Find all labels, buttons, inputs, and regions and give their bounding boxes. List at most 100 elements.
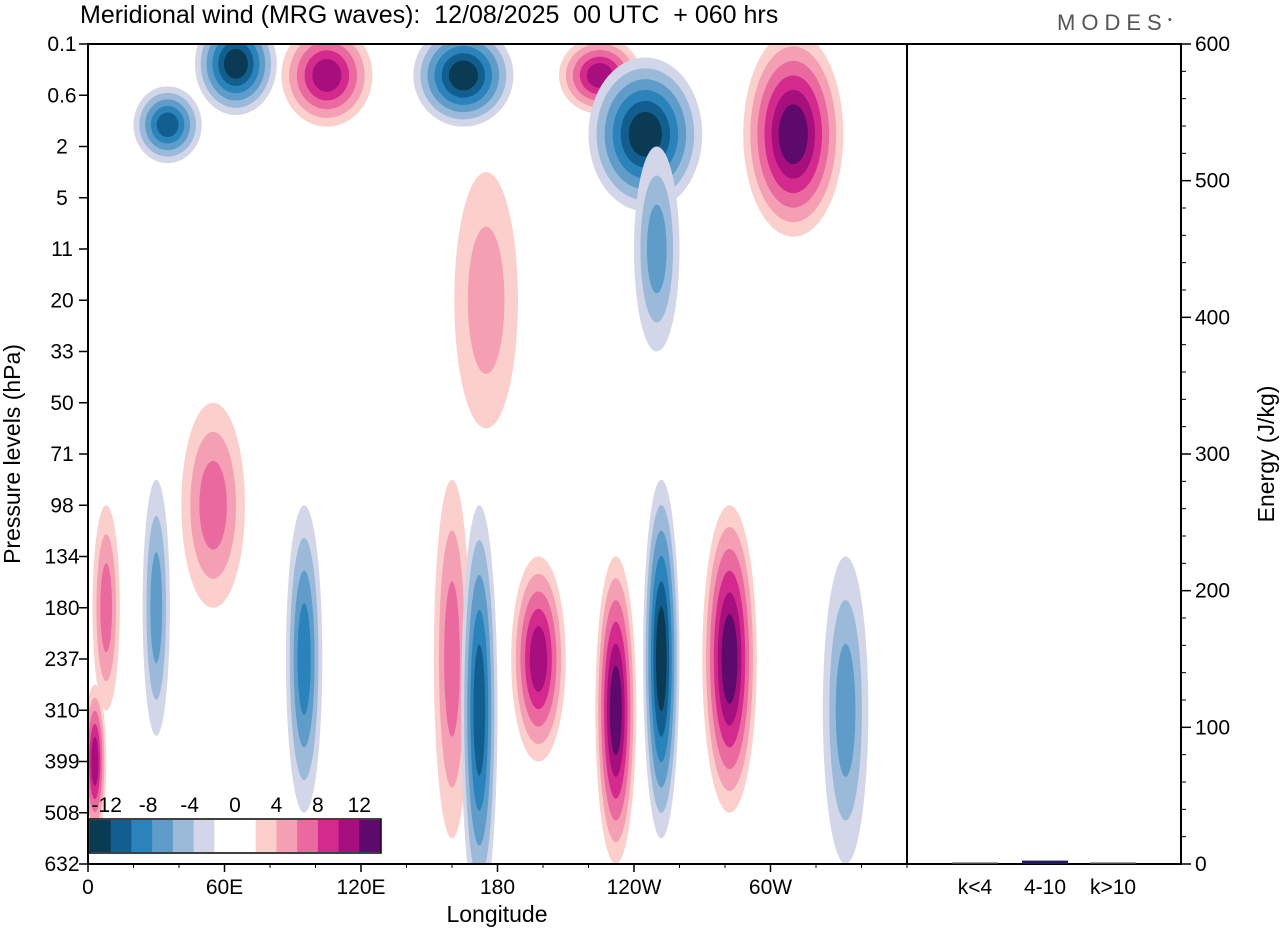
- pressure-axis: 0.1 0.6 2 5 11 20 33 50 71 98 134 180 237 310 399 508 63…: [44, 33, 88, 876]
- y-axis-title: Pressure levels (hPa): [0, 344, 25, 564]
- colorbar: -12 -8 -4 0 4 8 12: [88, 794, 382, 854]
- contour-level: [156, 112, 179, 138]
- colorbar-swatch: [90, 820, 112, 852]
- contour-level: [199, 460, 227, 550]
- y2-axis-title: Energy (J/kg): [1253, 386, 1279, 523]
- contour-level: [721, 614, 738, 704]
- wind-cell: [634, 146, 680, 352]
- y-tick-label: 98: [50, 494, 73, 517]
- y-tick-label: 310: [44, 699, 79, 722]
- contour-level: [778, 104, 808, 165]
- y2-tick-label: 500: [1195, 170, 1230, 193]
- y-tick-label: 50: [50, 392, 73, 415]
- colorbar-swatch: [172, 820, 195, 852]
- colorbar-label: -4: [180, 794, 199, 817]
- y2-tick-label: 100: [1195, 716, 1230, 739]
- colorbar-swatch: [152, 820, 174, 852]
- x-tick-label: 0: [82, 876, 94, 899]
- y-tick-label: 632: [44, 853, 79, 876]
- x-tick-label: 120W: [607, 876, 662, 899]
- wind-cell: [285, 505, 323, 813]
- colorbar-swatch: [338, 820, 360, 852]
- wind-field: [88, 44, 869, 864]
- colorbar-swatch: [276, 820, 298, 852]
- y-tick-label: 2: [56, 136, 68, 159]
- colorbar-label: -8: [139, 794, 158, 817]
- y-tick-label: 0.1: [47, 33, 76, 56]
- contour-level: [529, 626, 548, 692]
- energy-bar: [1090, 862, 1136, 864]
- contour-level: [150, 552, 163, 664]
- energy-category-label: k<4: [958, 876, 993, 899]
- contour-level: [297, 603, 311, 715]
- energy-axis: 0 100 200 300 400 500 600: [1181, 33, 1230, 876]
- contour-level: [609, 665, 622, 756]
- wind-cell: [643, 479, 680, 839]
- y2-tick-label: 200: [1195, 580, 1230, 603]
- logo-text: MODES: [1057, 10, 1168, 35]
- energy-bar: [1022, 860, 1068, 864]
- energy-bar: [952, 862, 998, 864]
- wind-cell: [92, 505, 120, 711]
- contour-level: [835, 643, 856, 777]
- contour-level: [91, 736, 99, 787]
- colorbar-label: -12: [92, 794, 122, 817]
- y-tick-label: 20: [50, 289, 73, 312]
- energy-category-label: 4-10: [1024, 876, 1066, 899]
- y2-tick-label: 600: [1195, 33, 1230, 56]
- contour-level: [646, 204, 667, 294]
- contour-level: [467, 226, 505, 374]
- contour-level: [312, 59, 342, 92]
- colorbar-swatch: [193, 820, 215, 852]
- colorbar-label: 8: [312, 794, 324, 817]
- longitude-axis: 0 60E 120E 180 120W 60W: [82, 864, 908, 899]
- y-tick-label: 180: [44, 597, 79, 620]
- contour-level: [628, 111, 662, 157]
- wind-cell: [822, 556, 869, 864]
- x-tick-label: 120E: [336, 876, 385, 899]
- colorbar-label: 0: [229, 794, 241, 817]
- energy-frame: [906, 43, 1182, 865]
- y-tick-label: 508: [44, 802, 79, 825]
- colorbar-swatch: [131, 820, 153, 852]
- contour-level: [448, 60, 478, 91]
- wind-cell: [433, 479, 471, 839]
- wind-cell: [702, 505, 757, 813]
- colorbar-swatch: [317, 820, 340, 852]
- contour-level: [223, 48, 248, 79]
- wind-cell: [413, 44, 514, 127]
- wind-cell: [194, 44, 277, 116]
- colorbar-swatch: [214, 820, 236, 852]
- y-tick-label: 399: [44, 751, 79, 774]
- energy-bars: k<4 4-10 k>10: [952, 860, 1136, 899]
- y-tick-label: 71: [50, 443, 73, 466]
- wind-cell: [281, 44, 373, 127]
- colorbar-label: 12: [348, 794, 371, 817]
- wind-cell: [743, 44, 844, 237]
- wind-cell: [181, 402, 245, 608]
- colorbar-label: 4: [271, 794, 283, 817]
- y-tick-label: 0.6: [47, 84, 76, 107]
- contour-level: [473, 644, 486, 776]
- x-tick-label: 60E: [206, 876, 243, 899]
- y-tick-label: 11: [51, 238, 73, 261]
- y-tick-label: 134: [44, 546, 79, 569]
- x-tick-label: 60W: [749, 876, 792, 899]
- contour-level: [655, 606, 667, 712]
- wind-cell: [142, 479, 170, 736]
- contour-level: [100, 563, 113, 653]
- wind-cell: [454, 172, 518, 429]
- colorbar-swatch: [110, 820, 132, 852]
- x-tick-label: 180: [480, 876, 515, 899]
- wind-cell: [595, 556, 637, 864]
- y2-tick-label: 300: [1195, 443, 1230, 466]
- chart-title: Meridional wind (MRG waves): 12/08/2025 …: [80, 1, 779, 29]
- colorbar-swatch: [359, 820, 381, 852]
- colorbar-swatch: [235, 820, 257, 852]
- wind-cell: [88, 684, 107, 839]
- energy-category-label: k>10: [1090, 876, 1136, 899]
- y2-tick-label: 400: [1195, 306, 1230, 329]
- colorbar-swatch: [297, 820, 319, 852]
- wind-cell: [133, 86, 202, 164]
